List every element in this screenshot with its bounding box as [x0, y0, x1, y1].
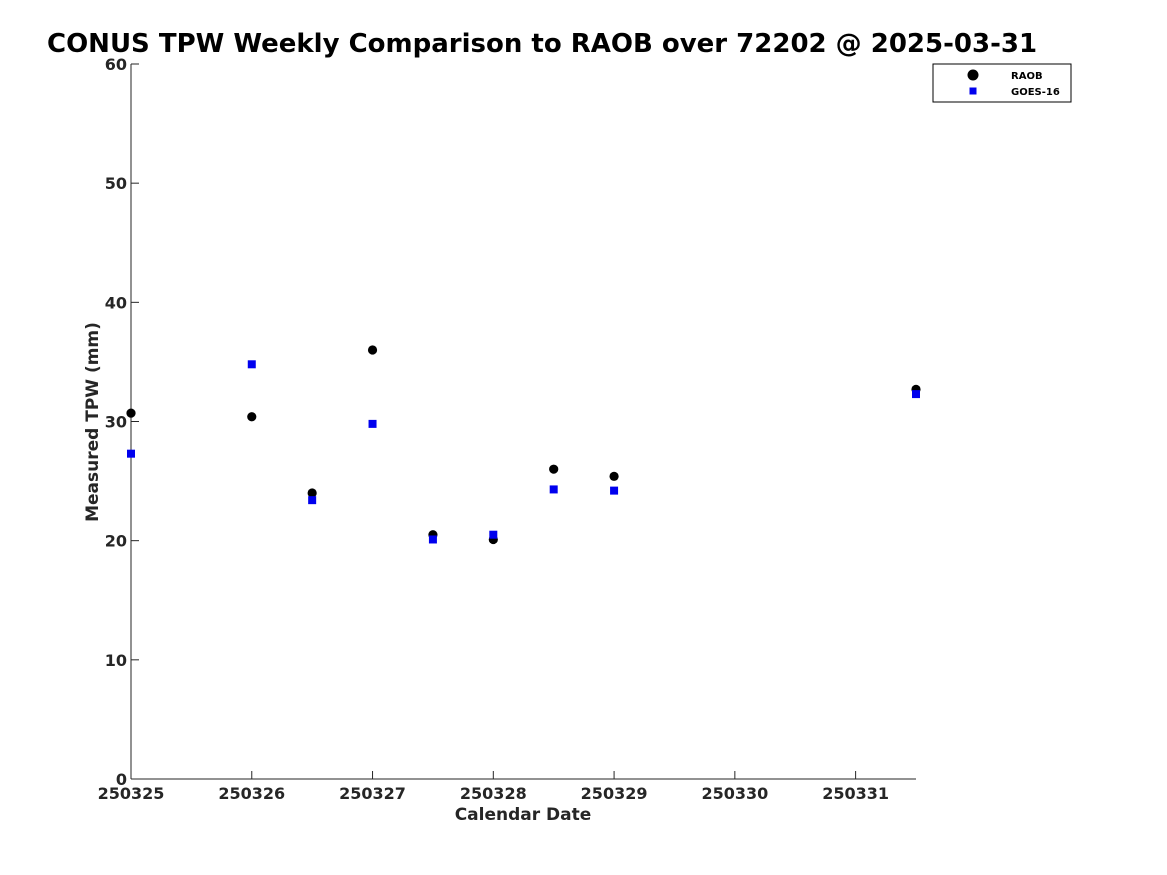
legend-marker-goes-16	[969, 87, 977, 95]
x-tick-label: 250329	[581, 784, 648, 803]
data-points	[126, 345, 921, 545]
goes-16-point	[912, 390, 920, 399]
goes-16-point	[610, 486, 619, 495]
goes-16-point	[368, 419, 377, 428]
y-ticks: 0 10 20 30 40 50 60	[105, 55, 139, 789]
axes	[130, 64, 916, 780]
goes-16-point	[549, 485, 558, 494]
legend-label-goes-16: GOES-16	[1011, 87, 1060, 98]
y-tick-label: 40	[105, 293, 127, 312]
legend-marker-raob	[967, 69, 979, 81]
raob-point	[609, 471, 619, 481]
x-tick-label: 250327	[339, 784, 406, 803]
x-tick-label: 250328	[460, 784, 527, 803]
goes-16-point	[127, 449, 135, 458]
y-tick-label: 10	[105, 651, 127, 670]
goes-16-point	[489, 530, 498, 539]
x-axis-label: Calendar Date	[455, 805, 592, 825]
raob-point	[367, 345, 378, 355]
goes-16-point	[247, 360, 256, 369]
x-tick-label: 250330	[701, 784, 768, 803]
x-tick-label: 250325	[98, 784, 165, 803]
legend: RAOB GOES-16	[932, 63, 1072, 103]
raob-point	[549, 464, 559, 474]
goes-16-point	[308, 496, 317, 505]
x-ticks: 250325 250326 250327 250328 250329 250330 2503…	[98, 771, 889, 803]
y-axis-label: Measured TPW (mm)	[83, 322, 103, 522]
y-tick-label: 20	[105, 532, 127, 551]
raob-point	[126, 408, 136, 418]
chart-title: CONUS TPW Weekly Comparison to RAOB over…	[47, 29, 1037, 59]
raob-point	[247, 412, 257, 422]
y-tick-label: 30	[105, 413, 127, 432]
goes-16-point	[428, 535, 437, 544]
legend-box	[932, 63, 1072, 103]
x-tick-label: 250326	[218, 784, 285, 803]
y-tick-label: 50	[105, 174, 127, 193]
raob-point	[307, 488, 317, 498]
y-tick-label: 60	[105, 55, 127, 74]
x-tick-label: 250331	[822, 784, 889, 803]
y-tick-label: 0	[116, 770, 127, 789]
legend-label-raob: RAOB	[1011, 71, 1043, 82]
